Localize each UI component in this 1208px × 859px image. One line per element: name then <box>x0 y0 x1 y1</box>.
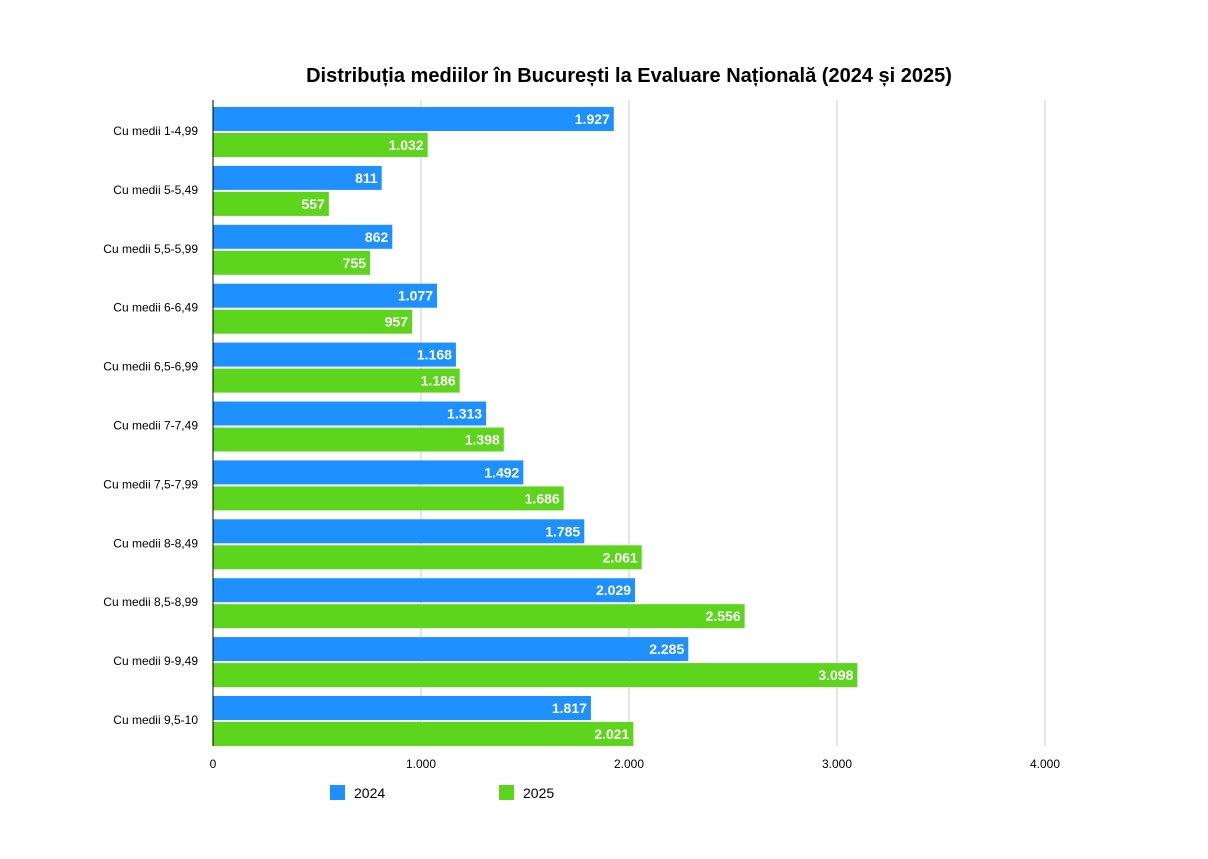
data-label-2025: 1.032 <box>389 137 424 153</box>
bar-2024 <box>213 107 614 131</box>
x-tick-label: 4.000 <box>1030 757 1060 771</box>
data-label-2024: 2.285 <box>649 641 684 657</box>
bar-2025 <box>213 427 504 452</box>
legend-label: 2024 <box>354 785 385 801</box>
legend-item-2025: 2025 <box>499 785 554 801</box>
data-label-2024: 811 <box>355 170 378 186</box>
data-label-2024: 1.168 <box>417 347 452 363</box>
category-label: Cu medii 6,5-6,99 <box>103 360 198 374</box>
bar-2024 <box>213 696 591 720</box>
bar-2024 <box>213 224 393 249</box>
legend-label: 2025 <box>523 785 554 801</box>
bar-2025 <box>213 545 642 570</box>
bar-2024 <box>213 637 689 662</box>
bar-2024 <box>213 401 487 426</box>
category-label: Cu medii 8-8,49 <box>113 536 198 550</box>
data-label-2024: 1.313 <box>447 406 482 422</box>
bar-2024 <box>213 460 524 485</box>
bar-2025 <box>213 133 428 157</box>
x-tick-label: 2.000 <box>614 757 644 771</box>
category-label: Cu medii 9-9,49 <box>113 654 198 668</box>
bar-2024 <box>213 578 636 603</box>
data-label-2025: 557 <box>301 196 325 212</box>
bar-2025 <box>213 250 371 275</box>
data-label-2025: 3.098 <box>818 667 853 683</box>
bar-2025 <box>213 604 745 629</box>
category-label: Cu medii 8,5-8,99 <box>103 595 198 609</box>
bar-2025 <box>213 722 634 746</box>
data-label-2024: 1.077 <box>398 288 433 304</box>
legend-swatch <box>330 785 345 800</box>
data-label-2025: 2.061 <box>603 549 638 565</box>
bar-2024 <box>213 519 585 544</box>
data-label-2025: 1.186 <box>421 373 456 389</box>
data-label-2024: 1.817 <box>552 700 587 716</box>
data-label-2025: 1.398 <box>465 432 500 448</box>
data-label-2025: 1.686 <box>525 490 560 506</box>
chart-title: Distribuția mediilor în București la Eva… <box>306 65 952 87</box>
bar-2025 <box>213 191 329 216</box>
bar-2025 <box>213 309 413 334</box>
category-label: Cu medii 5-5,49 <box>113 183 198 197</box>
data-label-2025: 755 <box>343 255 367 271</box>
data-label-2025: 2.021 <box>594 726 629 742</box>
category-label: Cu medii 1-4,99 <box>113 124 198 138</box>
category-label: Cu medii 6-6,49 <box>113 301 198 315</box>
legend-swatch <box>499 785 514 800</box>
data-label-2025: 957 <box>385 314 409 330</box>
category-label: Cu medii 5,5-5,99 <box>103 242 198 256</box>
data-label-2024: 1.927 <box>575 111 610 127</box>
bar-2024 <box>213 342 456 367</box>
bar-2024 <box>213 165 382 190</box>
bar-2025 <box>213 663 858 688</box>
legend-item-2024: 2024 <box>330 785 385 801</box>
data-label-2024: 1.492 <box>484 464 519 480</box>
x-tick-label: 1.000 <box>406 757 436 771</box>
x-tick-label: 0 <box>210 757 217 771</box>
x-tick-label: 3.000 <box>822 757 852 771</box>
data-label-2025: 2.556 <box>706 608 741 624</box>
data-label-2024: 862 <box>365 229 389 245</box>
data-label-2024: 2.029 <box>596 582 631 598</box>
bar-2025 <box>213 368 460 393</box>
bar-2025 <box>213 486 564 511</box>
bar-2024 <box>213 283 438 308</box>
category-label: Cu medii 7-7,49 <box>113 419 198 433</box>
category-label: Cu medii 7,5-7,99 <box>103 477 198 491</box>
data-label-2024: 1.785 <box>545 523 580 539</box>
category-label: Cu medii 9,5-10 <box>113 713 198 727</box>
